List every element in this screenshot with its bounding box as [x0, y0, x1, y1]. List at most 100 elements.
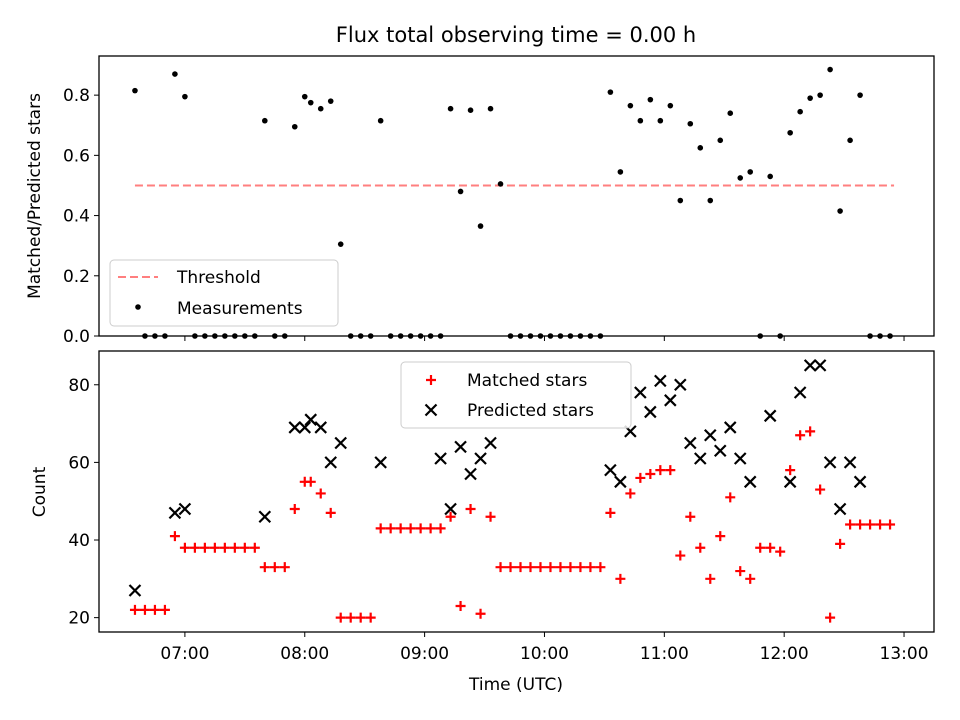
measurement-point [847, 137, 853, 144]
measurement-point [447, 105, 454, 112]
measurement-point [817, 92, 823, 98]
predicted-star-point [464, 467, 477, 481]
predicted-star-point [614, 475, 627, 489]
matched-star-point [169, 531, 180, 542]
matched-star-point [365, 612, 376, 623]
matched-star-point [735, 566, 746, 577]
matched-star-point [565, 562, 576, 573]
measurement-point [182, 93, 188, 100]
matched-star-point [199, 542, 210, 553]
matched-star-point [595, 562, 606, 573]
matched-star-point [435, 523, 446, 534]
bottom-x-tick-label: 09:00 [400, 644, 449, 664]
predicted-star-point [128, 584, 142, 597]
bottom-plot: 07:00 08:00 09:00 10:00 11:00 12:00 13:00 20 40 6… [68, 350, 935, 664]
measurement-point [687, 120, 694, 127]
measurement-point [497, 181, 504, 187]
top-y-tick-label: 0.4 [63, 207, 90, 227]
measurement-point [301, 93, 308, 100]
measurement-point [747, 169, 754, 175]
matched-star-point [495, 562, 506, 573]
matched-star-point [535, 562, 546, 573]
measurement-point [252, 333, 258, 339]
predicted-star-point [444, 502, 457, 516]
measurement-point [347, 333, 354, 339]
predicted-star-point [434, 452, 447, 465]
matched-star-point [865, 519, 876, 530]
matched-star-point [375, 523, 386, 534]
measurement-point [192, 333, 198, 339]
matched-star-point [635, 472, 646, 483]
top-y-axis-label: Matched/Predicted stars [25, 93, 45, 299]
matched-star-point [149, 604, 160, 615]
matched-star-point [355, 612, 366, 623]
matched-star-point [335, 612, 346, 623]
measurement-point [787, 129, 793, 136]
measurement-point [222, 333, 228, 339]
measurement-point [597, 333, 604, 339]
measurement-point [172, 71, 178, 77]
bottom-y-axis-label: Count [30, 466, 50, 517]
matched-star-point [725, 492, 736, 503]
bottom-legend-box [400, 361, 632, 429]
measurement-point [797, 108, 803, 115]
legend-predicted-swatch [424, 403, 438, 417]
measurement-point [667, 102, 674, 109]
measurement-point [271, 333, 278, 339]
top-y-tick-label: 0.2 [63, 267, 90, 287]
measurement-point [407, 333, 414, 339]
predicted-star-point [324, 456, 337, 469]
measurement-point [132, 87, 138, 94]
top-y-tick-label: 0.6 [63, 146, 90, 166]
measurement-point [717, 137, 724, 144]
measurement-point [387, 333, 394, 339]
bottom-x-tick-label: 10:00 [520, 644, 569, 664]
matched-star-point [815, 484, 826, 495]
predicted-star-point [674, 378, 687, 392]
matched-star-point [545, 562, 556, 573]
predicted-star-point [644, 405, 657, 419]
predicted-star-point [743, 475, 757, 489]
matched-star-point [665, 465, 676, 476]
measurement-point [327, 98, 334, 104]
measurement-point [517, 333, 524, 339]
matched-star-point [605, 507, 616, 518]
legend-matched-swatch [426, 375, 436, 385]
matched-star-point [129, 604, 140, 615]
top-chart-title: Flux total observing time = 0.00 h [336, 23, 696, 47]
matched-star-point [305, 476, 316, 487]
measurement-point [202, 333, 208, 339]
matched-star-point [475, 608, 486, 619]
predicted-star-point [314, 421, 328, 434]
predicted-star-point [713, 444, 727, 458]
measurement-point [887, 333, 893, 339]
top-axes-frame [98, 55, 935, 337]
matched-star-point [415, 523, 426, 534]
measurement-point [727, 110, 734, 117]
matched-star-point [755, 542, 766, 553]
matched-star-point [695, 542, 706, 553]
predicted-star-point [684, 436, 697, 450]
measurement-point [281, 333, 288, 339]
top-y-tick-label: 0.0 [63, 327, 90, 347]
bottom-x-tick-label: 07:00 [160, 644, 209, 664]
matched-star-point [625, 488, 636, 499]
matched-star-point [875, 519, 886, 530]
predicted-star-point [288, 421, 302, 434]
x-axis-label: Time (UTC) [468, 675, 563, 695]
measurement-point [427, 333, 434, 339]
bottom-y-tick-label: 80 [68, 376, 90, 396]
measurement-point [627, 102, 634, 109]
matched-star-point [525, 562, 536, 573]
predicted-star-point [813, 359, 827, 372]
predicted-star-point [793, 386, 807, 399]
matched-star-point [675, 550, 686, 561]
predicted-star-point [723, 421, 737, 434]
top-plot: 0.0 0.2 0.4 0.6 0.8 Threshold Measurements [63, 55, 935, 347]
legend-measurements-label: Measurements [177, 299, 303, 319]
measurement-point [547, 333, 554, 339]
matched-star-point [685, 511, 696, 522]
measurement-point [577, 333, 584, 339]
measurement-point [357, 333, 364, 339]
matched-star-point [455, 600, 466, 611]
